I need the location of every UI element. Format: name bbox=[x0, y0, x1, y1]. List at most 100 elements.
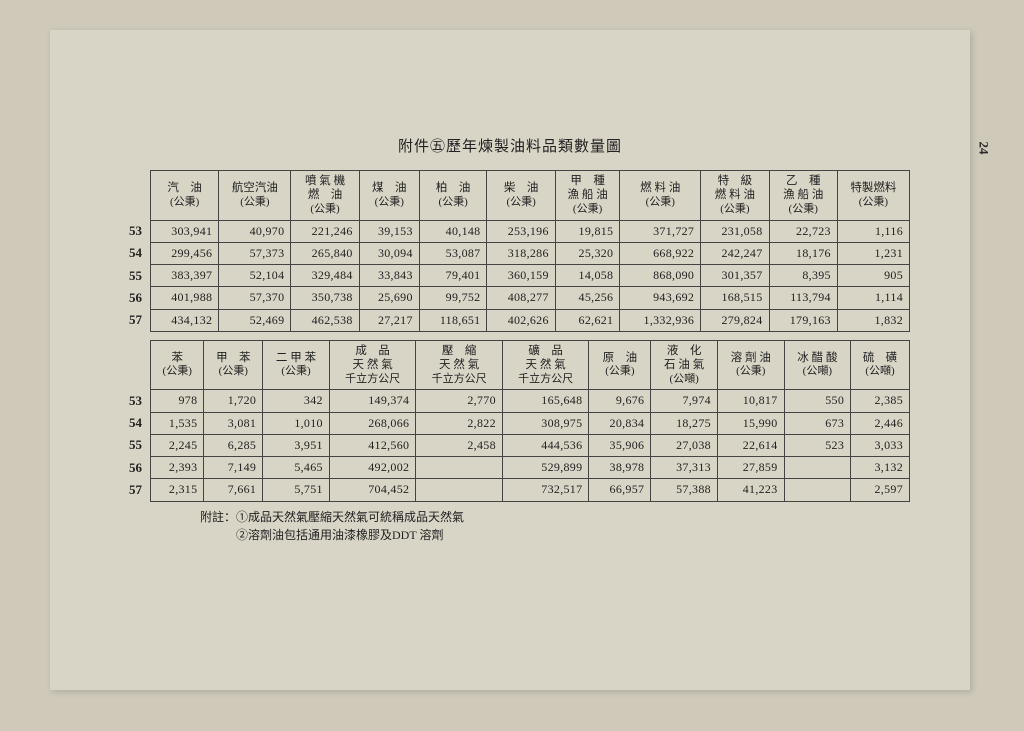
data-cell bbox=[416, 479, 503, 501]
column-label: 煤 油 bbox=[372, 182, 407, 194]
data-cell: 25,690 bbox=[359, 287, 419, 309]
data-cell: 53,087 bbox=[419, 242, 487, 264]
column-unit: (公秉) bbox=[155, 196, 214, 210]
table-row: 57434,13252,469462,53827,217118,651402,6… bbox=[110, 309, 910, 331]
data-cell: 40,970 bbox=[219, 220, 291, 242]
column-unit: (公秉) bbox=[295, 203, 354, 217]
column-label: 二 甲 苯 bbox=[276, 352, 316, 364]
data-cell: 462,538 bbox=[291, 309, 359, 331]
column-unit: (公噸) bbox=[655, 373, 713, 387]
data-cell: 168,515 bbox=[701, 287, 769, 309]
data-cell: 523 bbox=[784, 434, 851, 456]
column-label: 甲 苯 bbox=[216, 352, 251, 364]
data-cell: 444,536 bbox=[502, 434, 589, 456]
column-unit: (公噸) bbox=[855, 365, 905, 379]
column-label: 航空汽油 bbox=[232, 182, 278, 194]
column-header: 液 化石 油 氣 (公噸) bbox=[651, 340, 718, 390]
data-cell: 18,176 bbox=[769, 242, 837, 264]
year-cell: 53 bbox=[110, 220, 151, 242]
data-cell: 57,373 bbox=[219, 242, 291, 264]
column-header: 甲 苯(公秉) bbox=[204, 340, 263, 390]
data-cell: 402,626 bbox=[487, 309, 555, 331]
column-label: 乙 種漁 船 油 bbox=[783, 175, 823, 201]
data-cell: 37,313 bbox=[651, 457, 718, 479]
data-cell: 1,832 bbox=[837, 309, 909, 331]
column-header: 噴 氣 機燃 油(公秉) bbox=[291, 171, 359, 221]
data-cell: 299,456 bbox=[151, 242, 219, 264]
data-cell: 27,217 bbox=[359, 309, 419, 331]
data-cell: 492,002 bbox=[329, 457, 416, 479]
data-cell: 350,738 bbox=[291, 287, 359, 309]
column-unit: 千立方公尺 bbox=[420, 373, 498, 387]
data-cell: 550 bbox=[784, 390, 851, 412]
data-cell: 57,388 bbox=[651, 479, 718, 501]
data-cell: 2,446 bbox=[851, 412, 910, 434]
data-cell bbox=[784, 479, 851, 501]
column-label: 硫 磺 bbox=[863, 352, 898, 364]
column-label: 液 化石 油 氣 bbox=[664, 345, 704, 371]
column-label: 特製燃料 bbox=[850, 182, 896, 194]
table-row: 54299,45657,373265,84030,09453,087318,28… bbox=[110, 242, 910, 264]
data-cell: 45,256 bbox=[555, 287, 620, 309]
data-cell: 2,315 bbox=[151, 479, 204, 501]
column-header: 航空汽油 (公秉) bbox=[219, 171, 291, 221]
year-cell: 54 bbox=[110, 242, 151, 264]
data-cell: 2,393 bbox=[151, 457, 204, 479]
data-cell: 2,458 bbox=[416, 434, 503, 456]
year-header-blank bbox=[110, 340, 151, 390]
data-cell: 20,834 bbox=[589, 412, 651, 434]
data-cell: 265,840 bbox=[291, 242, 359, 264]
data-cell: 3,033 bbox=[851, 434, 910, 456]
data-cell: 371,727 bbox=[620, 220, 701, 242]
table-row: 552,2456,2853,951412,5602,458444,53635,9… bbox=[110, 434, 910, 456]
column-header: 冰 醋 酸(公噸) bbox=[784, 340, 851, 390]
tables-container: 汽 油(公秉)航空汽油(公秉)噴 氣 機燃 油(公秉)煤 油(公秉)柏 油(公秉… bbox=[110, 170, 910, 502]
data-cell: 279,824 bbox=[701, 309, 769, 331]
footnote-line: ②溶劑油包括通用油漆橡膠及DDT 溶劑 bbox=[200, 526, 960, 544]
data-cell: 401,988 bbox=[151, 287, 219, 309]
data-cell: 30,094 bbox=[359, 242, 419, 264]
table-row: 53303,94140,970221,24639,15340,148253,19… bbox=[110, 220, 910, 242]
data-cell: 5,751 bbox=[263, 479, 330, 501]
data-cell: 231,058 bbox=[701, 220, 769, 242]
data-cell: 165,648 bbox=[502, 390, 589, 412]
data-cell: 268,066 bbox=[329, 412, 416, 434]
footnotes: 附註：①成品天然氣壓縮天然氣可統稱成品天然氣 ②溶劑油包括通用油漆橡膠及DDT … bbox=[200, 508, 960, 544]
column-header: 壓 縮天 然 氣千立方公尺 bbox=[416, 340, 503, 390]
column-label: 礦 品天 然 氣 bbox=[526, 345, 566, 371]
year-cell: 55 bbox=[110, 265, 151, 287]
column-header: 原 油(公秉) bbox=[589, 340, 651, 390]
data-cell: 18,275 bbox=[651, 412, 718, 434]
data-cell: 22,723 bbox=[769, 220, 837, 242]
data-cell: 66,957 bbox=[589, 479, 651, 501]
column-label: 汽 油 bbox=[167, 182, 202, 194]
column-unit: (公秉) bbox=[842, 196, 905, 210]
year-cell: 57 bbox=[110, 309, 151, 331]
data-cell: 905 bbox=[837, 265, 909, 287]
data-cell: 5,465 bbox=[263, 457, 330, 479]
column-header: 柴 油(公秉) bbox=[487, 171, 555, 221]
table-row: 539781,720342149,3742,770165,6489,6767,9… bbox=[110, 390, 910, 412]
column-header: 苯(公秉) bbox=[151, 340, 204, 390]
data-cell: 943,692 bbox=[620, 287, 701, 309]
data-cell: 242,247 bbox=[701, 242, 769, 264]
column-label: 燃 料 油 bbox=[640, 182, 680, 194]
year-cell: 56 bbox=[110, 287, 151, 309]
column-unit: (公秉) bbox=[491, 196, 550, 210]
footnote-line: 附註：①成品天然氣壓縮天然氣可統稱成品天然氣 bbox=[200, 508, 960, 526]
column-label: 柏 油 bbox=[436, 182, 471, 194]
column-unit: 千立方公尺 bbox=[507, 373, 585, 387]
column-label: 溶 劑 油 bbox=[731, 352, 771, 364]
table-row: 56401,98857,370350,73825,69099,752408,27… bbox=[110, 287, 910, 309]
data-cell: 52,469 bbox=[219, 309, 291, 331]
column-header: 甲 種漁 船 油(公秉) bbox=[555, 171, 620, 221]
data-cell: 318,286 bbox=[487, 242, 555, 264]
column-unit: (公秉) bbox=[223, 196, 286, 210]
data-cell: 41,223 bbox=[717, 479, 784, 501]
column-unit: (公秉) bbox=[705, 203, 764, 217]
data-cell: 52,104 bbox=[219, 265, 291, 287]
data-cell: 1,231 bbox=[837, 242, 909, 264]
data-cell: 1,114 bbox=[837, 287, 909, 309]
table-row: 572,3157,6615,751704,452732,51766,95757,… bbox=[110, 479, 910, 501]
data-cell: 79,401 bbox=[419, 265, 487, 287]
